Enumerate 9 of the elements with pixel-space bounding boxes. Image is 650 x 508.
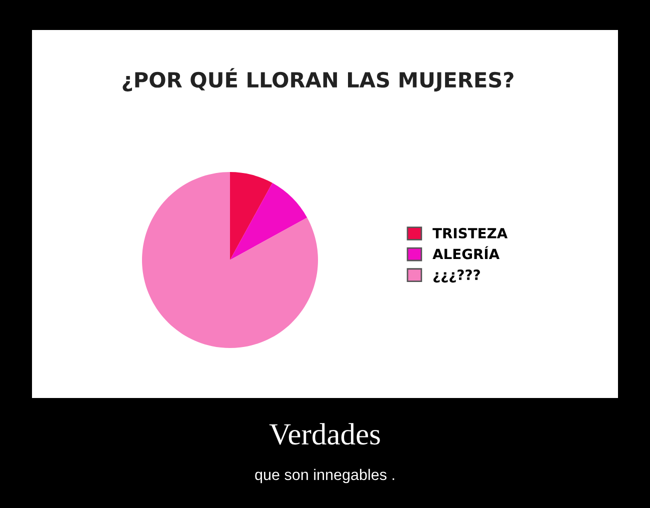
text: que son innegables . [255, 468, 394, 484]
legend-label: ¿¿¿??? [433, 270, 480, 283]
legend-label: ALEGRÍA [432, 246, 500, 260]
pie-slice [230, 182, 308, 260]
text: Verdades [269, 423, 380, 445]
chart-title: ¿POR QUÉ LLORAN LAS MUJERES? [122, 68, 514, 92]
pie-slice [230, 172, 272, 260]
legend-label: TRISTEZA [432, 228, 508, 238]
pie-slice [142, 172, 318, 348]
